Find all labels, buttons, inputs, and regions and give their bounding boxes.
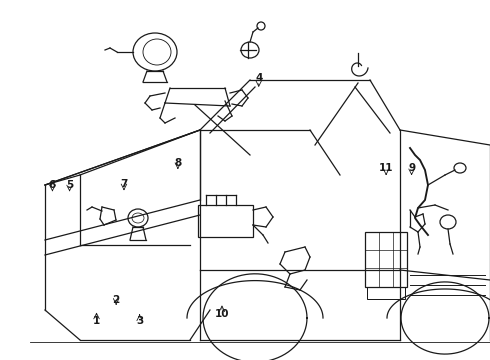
- Bar: [367, 287, 405, 299]
- Bar: [198, 205, 253, 237]
- Bar: [365, 232, 407, 287]
- Text: 2: 2: [113, 294, 120, 305]
- Text: 10: 10: [215, 309, 229, 319]
- Text: 7: 7: [120, 179, 128, 189]
- Text: 4: 4: [255, 73, 263, 84]
- Text: 8: 8: [174, 158, 181, 168]
- Text: 6: 6: [49, 180, 56, 190]
- Text: 9: 9: [408, 163, 415, 174]
- Text: 11: 11: [379, 163, 393, 174]
- Text: 3: 3: [136, 316, 143, 326]
- Text: 5: 5: [66, 180, 73, 190]
- Text: 1: 1: [93, 316, 100, 326]
